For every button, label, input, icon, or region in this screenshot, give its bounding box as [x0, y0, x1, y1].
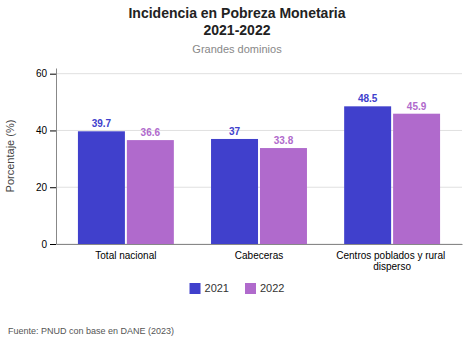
x-tick: Cabeceras — [235, 244, 283, 261]
x-tick: Centros poblados y rural disperso — [336, 244, 448, 272]
y-tick-mark — [50, 187, 56, 188]
x-tick-label-line: disperso — [373, 261, 411, 272]
legend-item: 2021 — [190, 282, 229, 294]
y-axis: 0 20 40 60 — [36, 68, 57, 249]
x-tick-label: Cabeceras — [235, 250, 283, 261]
bar — [393, 114, 440, 244]
x-tick-label-line: Cabeceras — [235, 250, 283, 261]
x-axis: Total nacional Cabeceras Centros poblados … — [57, 244, 463, 272]
legend-swatch — [245, 283, 256, 294]
bar — [127, 140, 174, 244]
title: Incidencia en Pobreza Monetaria — [128, 5, 345, 21]
x-tick-label-line: Centros poblados y rural — [336, 250, 448, 261]
data-label: 48.5 — [358, 93, 378, 104]
grid-line — [56, 73, 462, 74]
y-tick-label: 20 — [36, 182, 48, 193]
y-tick-label: 40 — [36, 125, 48, 136]
plot: 39.7 37 48.5 36.6 33.8 45.9 0 20 40 60 Total nacio… — [36, 68, 463, 272]
data-label: 45.9 — [407, 101, 427, 112]
bars — [78, 106, 440, 244]
legend: 2021 2022 — [190, 282, 285, 294]
legend-swatch — [190, 283, 201, 294]
legend-label: 2022 — [260, 282, 284, 294]
title: 2021-2022 — [204, 22, 271, 38]
data-label: 39.7 — [92, 118, 112, 129]
y-tick-mark — [50, 74, 56, 75]
x-tick-label: Centros poblados y rural disperso — [336, 250, 448, 272]
chart-root: Incidencia en Pobreza Monetaria2021-2022… — [0, 0, 474, 342]
y-tick: 60 — [36, 68, 56, 79]
y-tick: 40 — [36, 125, 56, 136]
y-tick-label: 0 — [41, 239, 47, 250]
subtitle: Grandes dominios — [192, 43, 282, 55]
y-tick-mark — [50, 244, 56, 245]
bar — [344, 106, 391, 244]
y-axis-line — [56, 69, 57, 245]
footnote: Fuente: PNUD con base en DANE (2023) — [8, 326, 174, 336]
legend-item: 2022 — [245, 282, 284, 294]
x-tick-label-line: Total nacional — [95, 250, 156, 261]
y-tick-mark — [50, 130, 56, 131]
bar — [78, 131, 125, 244]
y-tick: 0 — [41, 239, 56, 250]
data-label: 36.6 — [141, 127, 161, 138]
x-tick: Total nacional — [95, 244, 156, 261]
bar — [260, 148, 307, 244]
y-tick: 20 — [36, 182, 56, 193]
data-label: 37 — [229, 126, 241, 137]
x-axis-line — [57, 244, 463, 245]
grid — [56, 74, 462, 244]
bar — [211, 139, 258, 244]
y-axis-title: Porcentaje (%) — [4, 120, 16, 193]
data-label: 33.8 — [274, 135, 294, 146]
legend-label: 2021 — [205, 282, 229, 294]
data-labels: 39.7 37 48.5 36.6 33.8 45.9 — [92, 93, 427, 146]
x-tick-label: Total nacional — [95, 250, 156, 261]
y-tick-label: 60 — [36, 68, 48, 79]
